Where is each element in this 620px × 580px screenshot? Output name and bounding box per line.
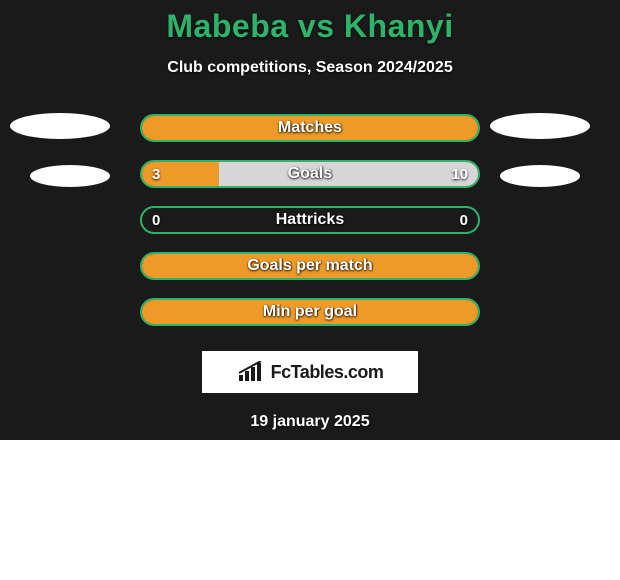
page-title: Mabeba vs Khanyi xyxy=(166,8,453,45)
logo-text: FcTables.com xyxy=(271,362,384,383)
player1-name: Mabeba xyxy=(166,8,288,44)
subtitle: Club competitions, Season 2024/2025 xyxy=(167,59,452,77)
logo-box: FcTables.com xyxy=(202,351,418,393)
stat-label: Hattricks xyxy=(142,208,478,232)
comparison-panel: Mabeba vs Khanyi Club competitions, Seas… xyxy=(0,0,620,440)
bar-fill-right xyxy=(219,162,478,186)
bar-fill-left xyxy=(142,254,478,278)
stat-value-right: 0 xyxy=(450,208,478,232)
stat-bar: Hattricks0 0 xyxy=(140,206,480,234)
stat-row: Hattricks0 0 xyxy=(0,205,620,235)
stats-rows: Matches Goals310 Hattricks0 0 Goals per matc… xyxy=(0,113,620,343)
stat-row: Goals310 xyxy=(0,159,620,189)
date-text: 19 january 2025 xyxy=(250,413,369,431)
stat-bar: Matches xyxy=(140,114,480,142)
vs-text: vs xyxy=(298,8,335,44)
stat-bar: Min per goal xyxy=(140,298,480,326)
stat-row: Min per goal xyxy=(0,297,620,327)
bar-fill-left xyxy=(142,300,478,324)
bars-icon xyxy=(237,361,265,383)
stat-bar: Goals per match xyxy=(140,252,480,280)
stat-bar: Goals310 xyxy=(140,160,480,188)
stat-value-left: 0 xyxy=(142,208,170,232)
bar-fill-left xyxy=(142,162,219,186)
stat-row: Matches xyxy=(0,113,620,143)
bar-fill-left xyxy=(142,116,478,140)
stat-row: Goals per match xyxy=(0,251,620,281)
player2-name: Khanyi xyxy=(344,8,454,44)
